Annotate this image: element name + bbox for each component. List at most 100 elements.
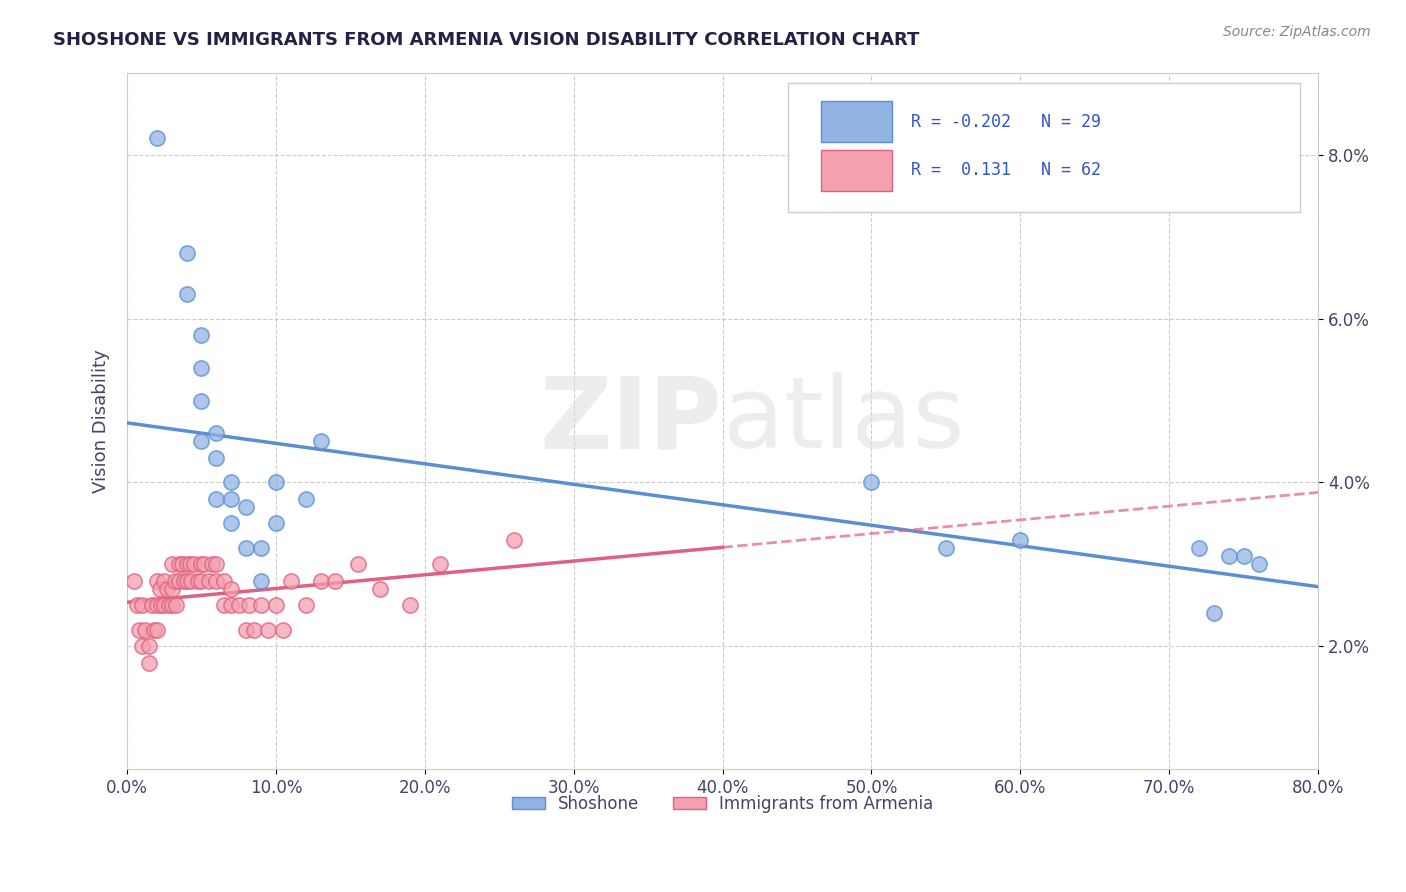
Point: [183, 558, 205, 572]
Point: [238, 598, 260, 612]
Point: [173, 574, 195, 588]
Point: [264, 516, 287, 531]
Point: [131, 598, 153, 612]
Point: [273, 623, 295, 637]
Point: [235, 500, 257, 514]
Text: R = -0.202   N = 29: R = -0.202 N = 29: [911, 112, 1101, 131]
Point: [205, 450, 228, 465]
Point: [399, 598, 422, 612]
Point: [219, 516, 242, 531]
Point: [163, 574, 186, 588]
Point: [160, 558, 183, 572]
Point: [242, 623, 264, 637]
FancyBboxPatch shape: [789, 84, 1301, 212]
Point: [1218, 549, 1240, 563]
Point: [146, 598, 169, 612]
Point: [180, 574, 202, 588]
Text: atlas: atlas: [723, 373, 965, 469]
Point: [368, 582, 391, 596]
Point: [201, 558, 224, 572]
FancyBboxPatch shape: [821, 150, 891, 191]
Point: [1247, 558, 1270, 572]
Point: [228, 598, 250, 612]
Text: R =  0.131   N = 62: R = 0.131 N = 62: [911, 161, 1101, 179]
Point: [142, 623, 165, 637]
Point: [138, 656, 160, 670]
Point: [179, 558, 201, 572]
Point: [190, 328, 212, 343]
Point: [219, 491, 242, 506]
Point: [190, 360, 212, 375]
Point: [138, 639, 160, 653]
Point: [264, 598, 287, 612]
Point: [1233, 549, 1256, 563]
Point: [1188, 541, 1211, 555]
Point: [141, 598, 163, 612]
Point: [219, 598, 242, 612]
Point: [1202, 607, 1225, 621]
Point: [503, 533, 526, 547]
Point: [205, 426, 228, 441]
Point: [250, 574, 273, 588]
Y-axis label: Vision Disability: Vision Disability: [93, 349, 110, 493]
Point: [294, 491, 316, 506]
Point: [167, 558, 190, 572]
Point: [146, 623, 169, 637]
Text: Source: ZipAtlas.com: Source: ZipAtlas.com: [1223, 25, 1371, 39]
Point: [165, 598, 187, 612]
Point: [309, 574, 332, 588]
Point: [205, 574, 228, 588]
Point: [160, 598, 183, 612]
Point: [176, 558, 198, 572]
Point: [190, 434, 212, 449]
Point: [176, 287, 198, 301]
Point: [346, 558, 368, 572]
Point: [150, 598, 173, 612]
Point: [187, 574, 209, 588]
Point: [212, 574, 235, 588]
Point: [172, 558, 194, 572]
Point: [146, 131, 169, 145]
Point: [131, 639, 153, 653]
Point: [176, 574, 198, 588]
Point: [280, 574, 302, 588]
Point: [325, 574, 347, 588]
Point: [235, 541, 257, 555]
Legend: Shoshone, Immigrants from Armenia: Shoshone, Immigrants from Armenia: [505, 789, 941, 820]
Point: [235, 623, 257, 637]
Point: [250, 598, 273, 612]
Point: [212, 598, 235, 612]
Point: [198, 574, 221, 588]
Point: [160, 582, 183, 596]
Point: [153, 598, 176, 612]
Point: [153, 574, 176, 588]
Point: [190, 393, 212, 408]
Point: [205, 558, 228, 572]
Point: [309, 434, 332, 449]
Point: [146, 574, 169, 588]
Point: [157, 598, 180, 612]
Point: [250, 541, 273, 555]
Point: [860, 475, 883, 490]
Point: [128, 623, 150, 637]
Point: [294, 598, 316, 612]
Point: [219, 475, 242, 490]
Point: [219, 582, 242, 596]
Point: [190, 558, 212, 572]
Point: [429, 558, 451, 572]
Point: [264, 475, 287, 490]
Point: [167, 574, 190, 588]
FancyBboxPatch shape: [821, 101, 891, 142]
Point: [935, 541, 957, 555]
Point: [205, 491, 228, 506]
Point: [127, 598, 149, 612]
Point: [149, 582, 172, 596]
Point: [124, 574, 146, 588]
Point: [156, 582, 179, 596]
Text: SHOSHONE VS IMMIGRANTS FROM ARMENIA VISION DISABILITY CORRELATION CHART: SHOSHONE VS IMMIGRANTS FROM ARMENIA VISI…: [53, 31, 920, 49]
Point: [134, 623, 156, 637]
Point: [257, 623, 280, 637]
Point: [176, 246, 198, 260]
Point: [190, 574, 212, 588]
Point: [193, 558, 215, 572]
